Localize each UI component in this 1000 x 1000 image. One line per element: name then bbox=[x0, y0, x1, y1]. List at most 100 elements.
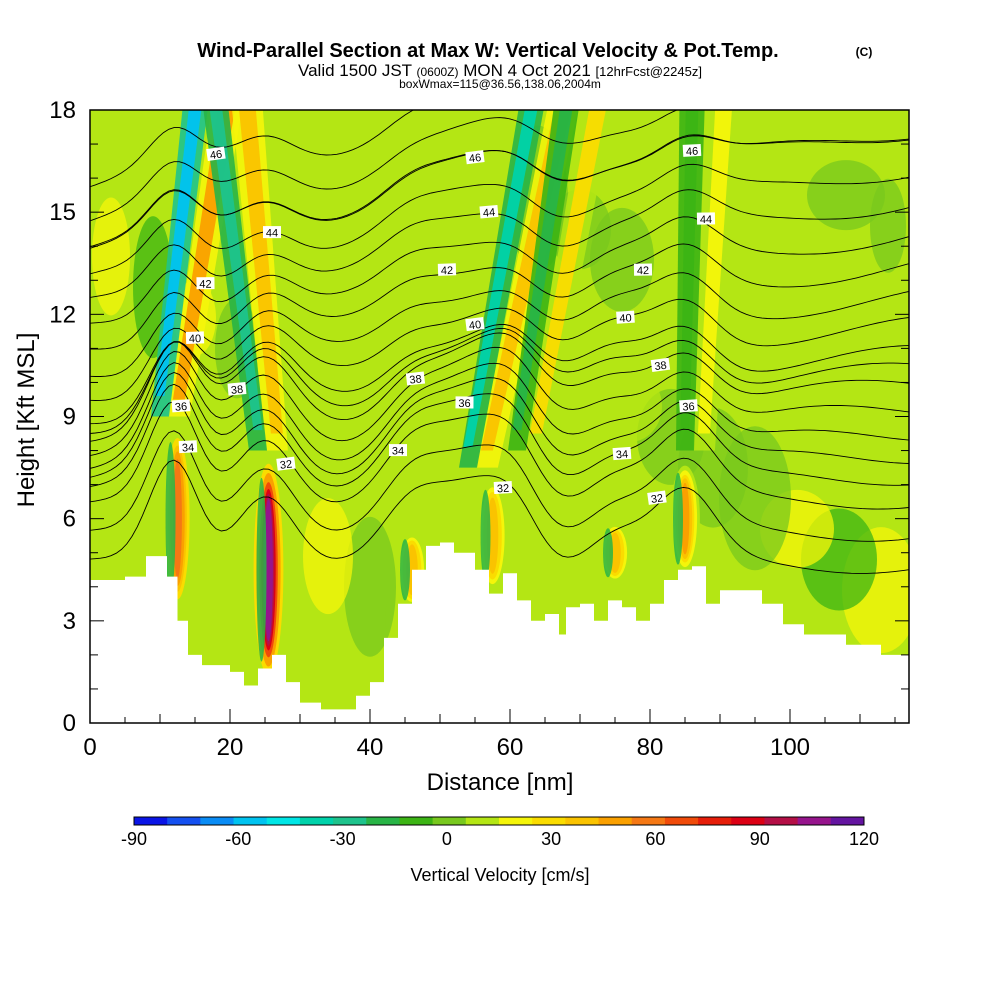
isentrope-line bbox=[90, 110, 415, 188]
colorbar-tick-label: 60 bbox=[645, 829, 665, 849]
contour-label-box bbox=[206, 146, 226, 161]
contour-label-text: 32 bbox=[650, 492, 664, 506]
contour-label: 44 bbox=[696, 212, 716, 226]
colorbar-swatch bbox=[399, 817, 434, 825]
subtitle-forecast: [12hrFcst@2245z] bbox=[596, 64, 702, 79]
contour-label-box bbox=[493, 481, 513, 494]
contour-label-box bbox=[696, 212, 716, 225]
updraft-cells bbox=[162, 430, 700, 676]
contour-label: 46 bbox=[206, 146, 226, 162]
colorbar-swatch bbox=[499, 817, 533, 825]
contour-label-box bbox=[612, 446, 632, 461]
terrain-mask bbox=[90, 542, 909, 723]
isentrope-line bbox=[90, 189, 909, 298]
contour-label-text: 40 bbox=[468, 319, 482, 332]
copyright-mark: (C) bbox=[856, 45, 873, 59]
colorbar-swatch bbox=[233, 817, 268, 825]
y-axis-label: Height [Kft MSL] bbox=[13, 333, 40, 508]
contour-label-box bbox=[679, 399, 698, 413]
colorbar-tick-label: 90 bbox=[750, 829, 770, 849]
contour-label: 40 bbox=[616, 310, 635, 325]
downdraft-band-core bbox=[155, 110, 202, 397]
contour-label-text: 38 bbox=[654, 360, 668, 373]
colorbar-swatch bbox=[532, 817, 566, 825]
contour-label: 42 bbox=[437, 263, 457, 277]
isentrope-line bbox=[90, 346, 909, 457]
field-patch bbox=[555, 306, 619, 445]
isentrope-line bbox=[90, 216, 909, 324]
isentrope-line bbox=[90, 383, 909, 488]
updraft-band-core bbox=[239, 110, 283, 434]
contour-label-text: 44 bbox=[700, 214, 712, 226]
contour-label-text: 34 bbox=[616, 449, 629, 462]
field-patch bbox=[344, 516, 396, 657]
contour-label-text: 40 bbox=[189, 333, 202, 345]
plot-area: 46 46 46 44 44 44 42 42 42 40 40 40 38 38 38 36 36 36 34 34… bbox=[90, 110, 909, 723]
colorbar-swatch bbox=[698, 817, 732, 825]
contour-label-text: 40 bbox=[619, 312, 632, 325]
colorbar-swatch bbox=[731, 817, 765, 825]
colorbar-tick-label: 30 bbox=[541, 829, 561, 849]
y-tick-label: 9 bbox=[63, 404, 76, 431]
downdraft-band-core bbox=[209, 110, 263, 431]
chart-subtitle: Valid 1500 JST (0600Z) MON 4 Oct 2021 [1… bbox=[298, 61, 702, 80]
contour-label: 32 bbox=[647, 490, 667, 506]
vertical-velocity-bands bbox=[151, 110, 739, 468]
contour-label-text: 44 bbox=[482, 207, 495, 220]
contour-label-box bbox=[263, 226, 281, 239]
contour-label-text: 42 bbox=[637, 265, 649, 277]
isentrope-line bbox=[90, 135, 909, 249]
colorbar-frame bbox=[133, 816, 865, 826]
contour-label: 38 bbox=[650, 357, 671, 373]
chart-title: Wind-Parallel Section at Max W: Vertical… bbox=[197, 40, 778, 62]
subtitle-utc: (0600Z) bbox=[416, 65, 458, 79]
contour-label-box bbox=[185, 331, 205, 345]
contour-label-text: 38 bbox=[230, 384, 243, 397]
contour-label: 34 bbox=[178, 440, 198, 455]
x-tick-label: 0 bbox=[83, 734, 96, 761]
isentrope-line bbox=[90, 163, 909, 275]
contour-label-box bbox=[178, 440, 198, 454]
y-tick-label: 12 bbox=[49, 301, 76, 328]
colorbar-swatch bbox=[598, 817, 633, 825]
colorbar-tick-label: -30 bbox=[330, 829, 356, 849]
contour-label-box bbox=[465, 317, 485, 332]
isentrope-line bbox=[90, 272, 909, 377]
updraft-band-core bbox=[529, 110, 606, 434]
contour-label: 38 bbox=[227, 382, 247, 397]
contour-label-box bbox=[227, 382, 247, 396]
y-tick-label: 15 bbox=[49, 199, 76, 226]
contour-label-box bbox=[479, 204, 499, 219]
contour-label-text: 32 bbox=[497, 483, 510, 496]
contour-label-box bbox=[437, 263, 457, 276]
contour-label-text: 44 bbox=[266, 228, 278, 240]
updraft-cell bbox=[610, 533, 620, 572]
potential-temperature-contours bbox=[90, 110, 909, 574]
field-patch bbox=[338, 399, 388, 482]
contour-label-text: 42 bbox=[199, 279, 211, 291]
contour-label: 44 bbox=[263, 226, 281, 240]
contour-label: 38 bbox=[405, 371, 426, 387]
contour-label-box bbox=[616, 310, 635, 324]
colorbar-swatch bbox=[664, 817, 699, 825]
downdraft-flank bbox=[165, 442, 176, 596]
isentrope-line bbox=[90, 430, 909, 542]
contour-label: 34 bbox=[389, 444, 407, 458]
colorbar-swatch bbox=[565, 817, 600, 825]
downdraft-flank bbox=[673, 472, 683, 565]
updraft-cell bbox=[680, 482, 690, 555]
colorbar-swatch bbox=[299, 817, 334, 825]
isentrope-line bbox=[90, 298, 909, 401]
chart-info-line: boxWmax=115@36.56,138.06,2004m bbox=[399, 77, 601, 91]
isentrope-line bbox=[90, 327, 909, 434]
x-tick-label: 40 bbox=[357, 734, 384, 761]
contour-label-box bbox=[465, 150, 485, 165]
contour-label-box bbox=[455, 396, 474, 409]
colorbar: -90 -60 -30 0 30 60 90 120 bbox=[121, 816, 879, 849]
contour-label-box bbox=[650, 357, 671, 373]
colorbar-swatch bbox=[366, 817, 400, 825]
contour-label-box bbox=[171, 399, 191, 413]
colorbar-tick-label: -90 bbox=[121, 829, 147, 849]
colorbar-tick-label: -60 bbox=[225, 829, 251, 849]
contour-label: 32 bbox=[276, 456, 296, 472]
